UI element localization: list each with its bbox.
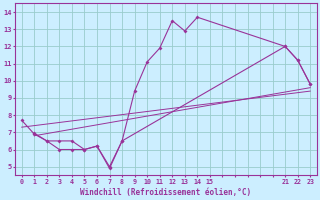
X-axis label: Windchill (Refroidissement éolien,°C): Windchill (Refroidissement éolien,°C) [80,188,252,197]
